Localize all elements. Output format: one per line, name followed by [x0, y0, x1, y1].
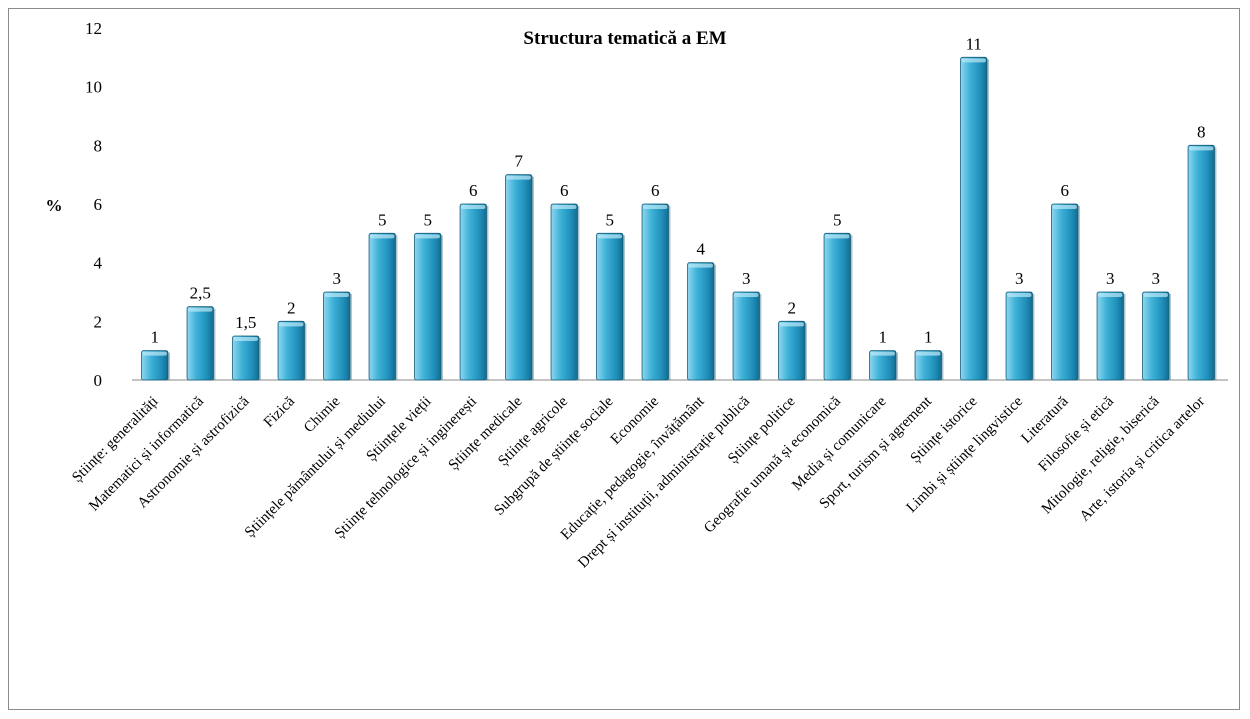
bar: [823, 232, 851, 381]
bar-highlight: [142, 351, 167, 356]
value-label: 5: [424, 210, 433, 229]
value-label: 5: [378, 210, 387, 229]
bar-highlight: [188, 307, 213, 312]
bar-highlight: [552, 205, 577, 209]
bar-highlight: [233, 337, 258, 341]
bar-highlight: [961, 58, 986, 63]
bar-highlight: [506, 175, 531, 180]
bar-highlight: [461, 205, 486, 209]
value-label: 2,5: [190, 284, 211, 303]
value-label: 6: [651, 181, 660, 200]
bar-highlight: [825, 234, 850, 239]
value-label: 3: [1152, 269, 1161, 288]
bar-highlight: [279, 322, 304, 327]
bar-highlight: [597, 234, 622, 239]
y-tick-label: 12: [85, 19, 102, 38]
bar-highlight: [916, 351, 941, 356]
bar-highlight: [324, 293, 349, 297]
value-label: 3: [1015, 269, 1024, 288]
bar: [505, 174, 533, 381]
bar: [186, 306, 214, 381]
value-label: 3: [742, 269, 751, 288]
y-tick-label: 2: [94, 312, 103, 331]
bar: [141, 350, 169, 381]
value-label: 2: [788, 298, 797, 317]
bar: [550, 203, 578, 381]
bars: [141, 56, 1217, 381]
y-tick-label: 6: [94, 195, 103, 214]
value-label: 6: [560, 181, 569, 200]
bar-highlight: [779, 322, 804, 327]
bar: [368, 232, 396, 381]
value-label: 5: [833, 210, 842, 229]
bar: [687, 262, 715, 381]
y-axis-label: %: [46, 196, 63, 215]
bar: [869, 350, 897, 381]
value-label: 5: [606, 210, 615, 229]
value-label: 1: [924, 328, 933, 347]
bar-highlight: [415, 234, 440, 239]
bar: [414, 232, 442, 381]
value-label: 1,5: [235, 313, 256, 332]
bar: [1187, 144, 1215, 381]
chart-title: Structura tematică a EM: [523, 28, 726, 49]
bar: [596, 232, 624, 381]
bar: [778, 320, 806, 381]
y-tick-label: 8: [94, 136, 103, 155]
category-label: Științe: generalități: [69, 394, 161, 486]
bar-highlight: [1143, 293, 1168, 297]
value-label: 3: [333, 269, 342, 288]
bar-highlight: [1098, 293, 1123, 297]
bar-highlight: [1007, 293, 1032, 297]
bar: [641, 203, 669, 381]
bar: [914, 350, 942, 381]
value-label: 8: [1197, 122, 1206, 141]
bar: [323, 291, 351, 381]
value-label: 7: [515, 152, 524, 171]
bar-highlight: [688, 263, 713, 268]
bar-highlight: [370, 234, 395, 239]
value-label: 11: [966, 34, 982, 53]
value-label: 1: [151, 328, 160, 347]
value-label: 6: [1061, 181, 1070, 200]
y-tick-label: 0: [94, 371, 103, 390]
y-tick-label: 10: [85, 78, 102, 97]
value-label: 6: [469, 181, 478, 200]
value-label: 2: [287, 298, 296, 317]
y-tick-label: 4: [94, 254, 103, 273]
category-label: Chimie: [301, 393, 344, 436]
bar-highlight: [1189, 146, 1214, 151]
bar: [277, 320, 305, 381]
y-tick-labels: 0 2 4 6 8 10 12: [85, 19, 103, 390]
value-label: 3: [1106, 269, 1115, 288]
bar-highlight: [1052, 205, 1077, 209]
category-label: Drept și instituții, administrație publi…: [575, 393, 753, 571]
bar: [732, 291, 760, 381]
bar: [459, 203, 487, 381]
value-label: 1: [879, 328, 888, 347]
bar-highlight: [643, 205, 668, 209]
bar: [232, 335, 260, 381]
bar: [1142, 291, 1170, 381]
category-label: Fizică: [261, 393, 298, 430]
value-label: 4: [697, 240, 706, 259]
bar: [1096, 291, 1124, 381]
bar-highlight: [870, 351, 895, 356]
bar: [1005, 291, 1033, 381]
bar: [960, 56, 988, 381]
bar-highlight: [734, 293, 759, 297]
bar: [1051, 203, 1079, 381]
